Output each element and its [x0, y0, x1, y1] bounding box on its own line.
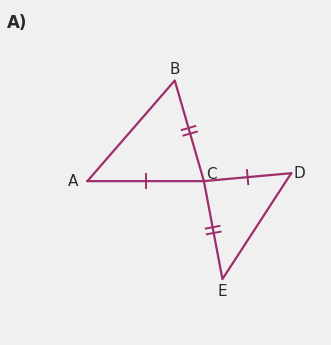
- Text: B: B: [169, 62, 180, 77]
- Text: E: E: [217, 284, 227, 298]
- Text: A): A): [7, 14, 27, 32]
- Text: C: C: [206, 167, 216, 182]
- Text: A: A: [68, 174, 78, 189]
- Text: D: D: [294, 166, 306, 181]
